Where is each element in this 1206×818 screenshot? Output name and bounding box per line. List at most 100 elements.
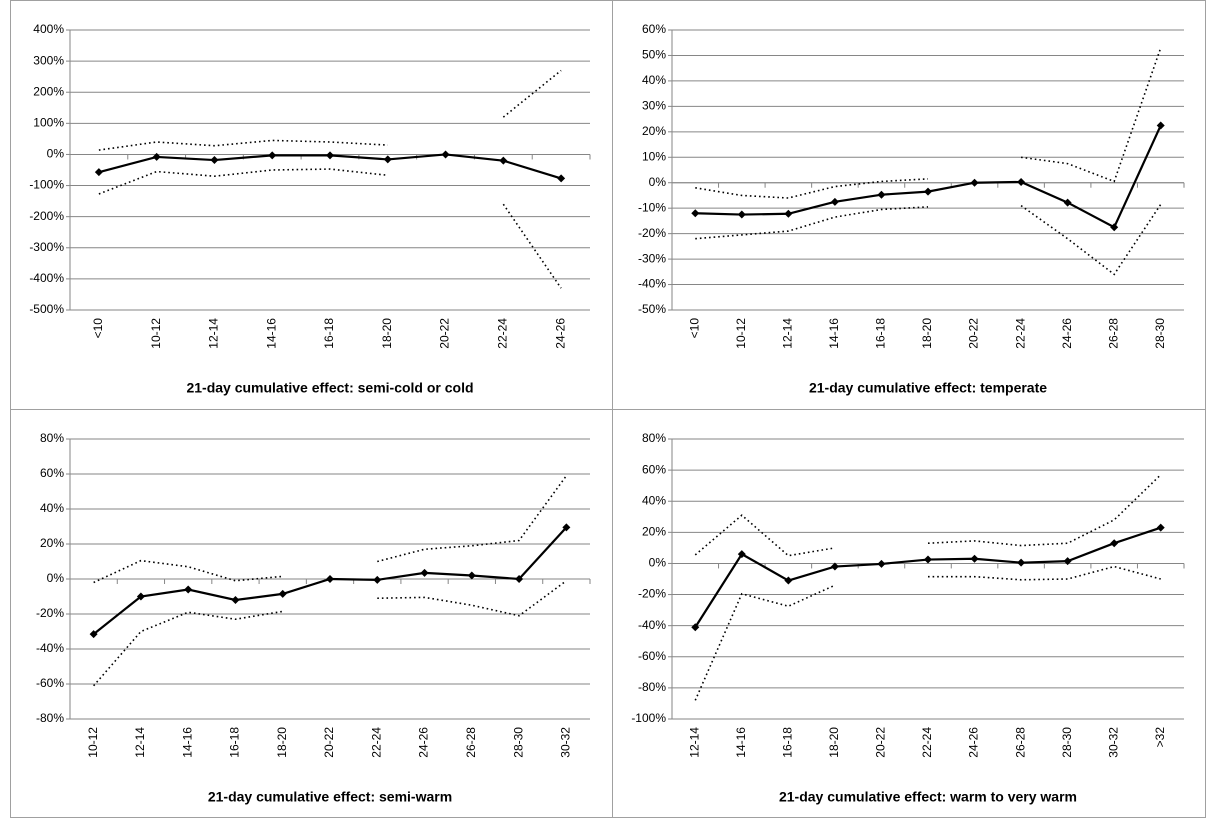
y-tick-label: 80% [40,431,64,445]
point-marker [184,585,193,594]
chart-title: 21-day cumulative effect: warm to very w… [779,789,1077,805]
x-tick-label: 10-12 [149,318,163,349]
x-tick-label: 22-24 [496,318,510,349]
point-marker [515,575,524,583]
x-tick-label: 16-18 [781,727,795,758]
y-tick-label: 30% [642,99,666,113]
x-tick-label: 22-24 [920,727,934,758]
point-marker [924,187,932,196]
interval-line [694,565,1161,701]
x-tick-label: 12-14 [207,318,221,349]
x-tick-label: 10-12 [734,318,748,349]
point-marker [1156,121,1165,130]
y-tick-label: -20% [36,606,64,620]
y-tick-label: 60% [642,22,666,36]
interval-line [93,475,568,584]
interval-line [98,69,562,151]
y-tick-label: -100% [631,711,666,725]
y-tick-label: 80% [642,431,666,445]
point-marker [691,209,700,218]
y-tick-label: 0% [47,147,65,161]
x-tick-label: 20-22 [967,318,981,349]
chart-title: 21-day cumulative effect: semi-warm [208,789,452,805]
y-tick-label: 0% [649,175,667,189]
point-marker [499,156,508,165]
point-marker [1017,558,1026,567]
x-tick-label: 28-30 [1060,727,1074,758]
point-marker [562,523,571,532]
point-marker [152,152,161,161]
x-tick-label: 16-18 [228,727,242,758]
point-marker [210,156,219,165]
y-tick-label: 20% [642,124,666,138]
x-tick-label: 28-30 [511,727,525,758]
point-marker [877,190,886,199]
interval-line [93,580,567,687]
y-tick-label: 0% [649,556,667,570]
y-tick-label: 400% [33,22,64,36]
y-tick-label: -40% [638,618,666,632]
y-tick-label: -300% [29,240,64,254]
x-tick-label: 24-26 [1060,318,1074,349]
x-tick-label: 14-16 [264,318,278,349]
point-marker [94,168,103,177]
y-tick-label: 60% [40,466,64,480]
x-tick-label: 28-30 [1153,318,1167,349]
point-marker [441,150,450,159]
y-tick-label: 200% [33,84,64,98]
point-marker [924,555,932,564]
y-tick-label: 50% [642,48,666,62]
x-tick-label: 16-18 [322,318,336,349]
x-tick-label: 18-20 [380,318,394,349]
y-tick-label: -100% [29,178,64,192]
x-tick-label: <10 [687,318,701,339]
interval-line [694,474,1162,557]
point-marker [1017,177,1026,186]
y-tick-label: -50% [638,302,666,316]
y-tick-label: 20% [642,525,666,539]
point-marker [784,209,793,218]
point-marker [231,596,240,604]
x-tick-label: 12-14 [133,727,147,758]
x-tick-label: 26-28 [1106,318,1120,349]
x-tick-label: 14-16 [180,727,194,758]
y-tick-label: 100% [33,116,64,130]
x-tick-label: 20-22 [874,727,888,758]
y-tick-label: -200% [29,209,64,223]
x-tick-label: 30-32 [559,727,573,758]
y-tick-label: -60% [36,676,64,690]
point-marker [326,575,334,583]
y-tick-label: 0% [47,571,65,585]
x-tick-label: 18-20 [275,727,289,758]
y-tick-label: 10% [642,149,666,163]
x-tick-label: 20-22 [322,727,336,758]
point-marker [1110,539,1119,548]
chart-title: 21-day cumulative effect: temperate [809,380,1047,396]
point-marker [970,554,979,563]
point-marker [737,550,746,559]
x-tick-label: >32 [1153,727,1167,748]
y-tick-label: -80% [36,711,64,725]
x-tick-label: 26-28 [464,727,478,758]
x-tick-label: 22-24 [369,727,383,758]
point-marker [420,568,429,577]
x-tick-label: 18-20 [920,318,934,349]
x-tick-label: 16-18 [874,318,888,349]
chart-title: 21-day cumulative effect: semi-cold or c… [186,380,473,396]
point-marker [557,174,566,183]
y-tick-label: -500% [29,302,64,316]
x-tick-label: 24-26 [967,727,981,758]
y-tick-label: -30% [638,251,666,265]
x-tick-label: <10 [91,318,105,339]
x-tick-label: 12-14 [687,727,701,758]
y-tick-label: 40% [642,493,666,507]
y-tick-label: 300% [33,53,64,67]
point-marker [383,155,392,164]
point-marker [89,630,98,639]
interval-line [98,168,562,289]
y-tick-label: 20% [40,536,64,550]
point-marker [278,589,287,598]
point-marker [1063,557,1072,566]
x-tick-label: 12-14 [781,318,795,349]
